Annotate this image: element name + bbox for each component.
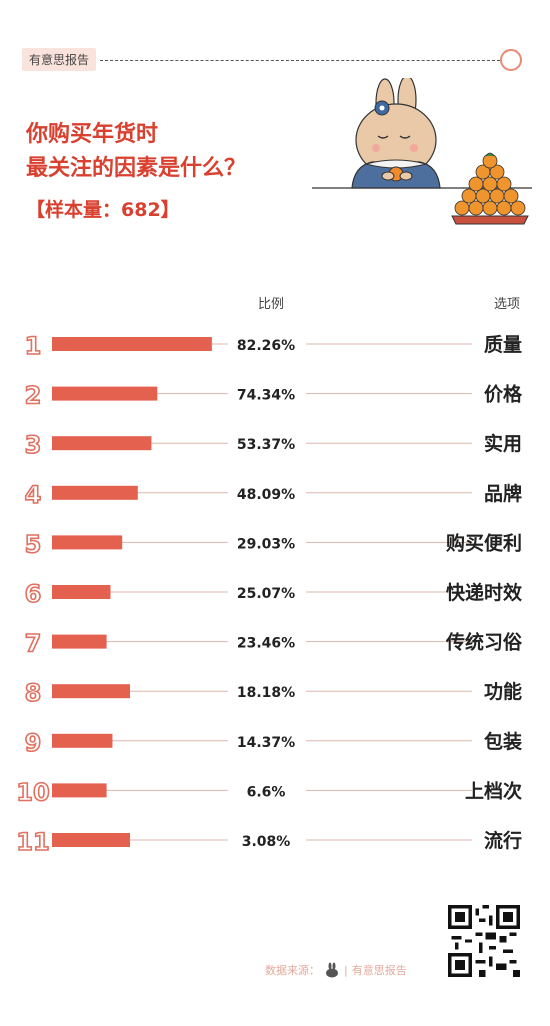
rank-number: 4 — [25, 481, 42, 509]
column-header-option: 选项 — [494, 297, 521, 312]
category-label: 实用 — [484, 432, 522, 455]
value-label: 3.08% — [242, 834, 291, 850]
data-source: 数据来源： | 有意思报告 — [265, 962, 407, 978]
header-circle-icon — [500, 49, 522, 71]
value-label: 6.6% — [247, 784, 286, 800]
rank-number: 11 — [16, 828, 49, 856]
footer-brand: 有意思报告 — [351, 964, 407, 977]
bar — [52, 386, 158, 401]
category-label: 购买便利 — [446, 531, 522, 554]
bar — [52, 585, 111, 599]
rabbit-icon — [326, 962, 338, 978]
value-label: 18.18% — [237, 685, 295, 701]
category-label: 价格 — [484, 383, 523, 406]
bar — [52, 733, 113, 748]
value-label: 82.26% — [237, 338, 295, 354]
data-source-label: 数据来源： — [265, 964, 320, 977]
category-label: 包装 — [484, 730, 522, 753]
bar — [52, 783, 107, 798]
value-label: 48.09% — [237, 487, 295, 503]
category-label: 上档次 — [465, 779, 522, 802]
rank-number: 5 — [25, 530, 42, 558]
value-label: 29.03% — [237, 536, 295, 552]
value-label: 74.34% — [237, 388, 295, 404]
sample-size: 【样本量：682】 — [26, 199, 180, 221]
rabbit-illustration — [312, 78, 532, 225]
bar — [52, 436, 152, 451]
bar — [52, 684, 130, 699]
bar — [52, 485, 138, 500]
title-line-2: 最关注的因素是什么？ — [26, 156, 247, 181]
value-label: 14.37% — [237, 735, 295, 751]
header-dashed-line — [100, 60, 500, 61]
rank-number: 6 — [25, 580, 42, 608]
rank-number: 9 — [25, 729, 42, 757]
category-label: 质量 — [484, 334, 522, 356]
rank-number: 10 — [16, 778, 49, 806]
chart-title: 你购买年货时 最关注的因素是什么？ — [26, 118, 246, 186]
category-label: 流行 — [484, 829, 522, 852]
bar-chart: 1 82.26% 质量 2 74.34% 价格 3 53.37% 实用 4 48.09% 品牌 5 29.… — [15, 331, 523, 857]
qr-code[interactable] — [448, 905, 520, 977]
footer-separator: | — [344, 963, 348, 977]
category-label: 快递时效 — [446, 581, 522, 604]
column-header-ratio: 比例 — [258, 297, 285, 312]
value-label: 23.46% — [237, 636, 295, 652]
bar — [52, 833, 130, 847]
rank-number: 1 — [25, 332, 42, 360]
rank-number: 2 — [25, 382, 42, 410]
value-label: 25.07% — [237, 586, 295, 602]
category-label: 品牌 — [484, 482, 522, 505]
bar — [52, 634, 107, 649]
category-label: 传统习俗 — [445, 631, 523, 654]
rank-number: 8 — [25, 679, 42, 707]
title-line-1: 你购买年货时 — [26, 122, 159, 147]
value-label: 53.37% — [237, 437, 295, 453]
bar — [52, 337, 212, 351]
rank-number: 3 — [25, 431, 42, 459]
rank-number: 7 — [25, 630, 42, 658]
bar — [52, 535, 123, 550]
report-tag: 有意思报告 — [22, 48, 97, 71]
category-label: 功能 — [484, 680, 522, 703]
